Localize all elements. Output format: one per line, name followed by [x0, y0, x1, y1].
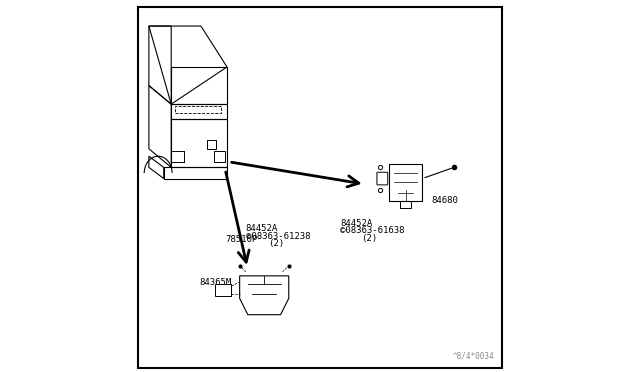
Text: 84452A: 84452A: [246, 224, 278, 233]
FancyBboxPatch shape: [207, 140, 216, 149]
Text: 78510P: 78510P: [225, 235, 257, 244]
Text: 84680: 84680: [431, 196, 458, 205]
FancyBboxPatch shape: [214, 151, 225, 162]
FancyBboxPatch shape: [215, 284, 232, 296]
Text: ©08363-61638: ©08363-61638: [340, 226, 405, 235]
FancyBboxPatch shape: [389, 164, 422, 201]
Text: 84452A: 84452A: [340, 219, 372, 228]
Text: (2): (2): [361, 234, 377, 243]
Text: ^8/4*0034: ^8/4*0034: [453, 352, 495, 361]
Text: 84365M: 84365M: [199, 278, 231, 287]
Text: ©08363-61238: ©08363-61238: [246, 232, 310, 241]
Text: (2): (2): [268, 239, 284, 248]
FancyBboxPatch shape: [377, 172, 388, 185]
